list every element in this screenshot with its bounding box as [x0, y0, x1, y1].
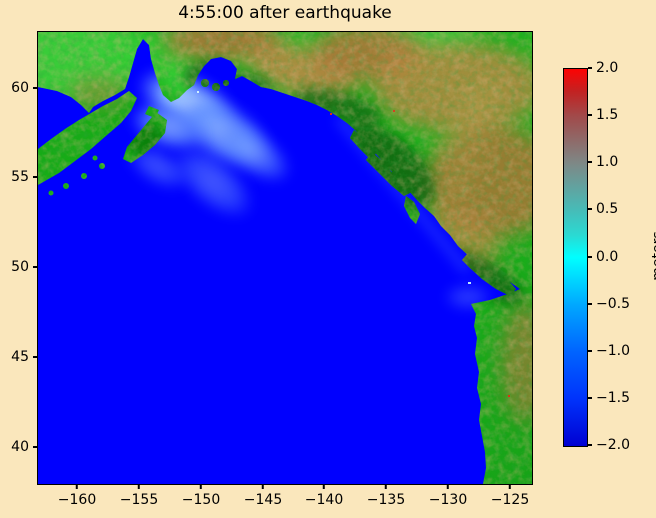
x-tick-mark [447, 485, 449, 489]
y-tick: 55 [11, 169, 37, 185]
colorbar-tick-mark [588, 397, 592, 399]
colorbar-axis: 2.0 1.5 1.0 0.5 0.0 −0.5 −1.0 −1.5 −2.0 [588, 60, 648, 453]
colorbar-tick-mark [588, 161, 592, 163]
colorbar-tick: −0.5 [588, 296, 630, 312]
y-tick-label: 55 [11, 169, 29, 185]
y-tick-mark [33, 87, 37, 89]
colorbar-tick-mark [588, 208, 592, 210]
colorbar-label: meters [650, 231, 656, 281]
x-tick: −145 [244, 485, 282, 508]
y-tick-mark [33, 176, 37, 178]
y-tick-label: 40 [11, 439, 29, 455]
colorbar-tick-mark [588, 67, 592, 69]
y-tick: 40 [11, 439, 37, 455]
plot-title: 4:55:00 after earthquake [178, 3, 392, 23]
colorbar-tick: 1.0 [588, 154, 618, 170]
colorbar-tick-label: −0.5 [596, 296, 630, 312]
x-tick-mark [262, 485, 264, 489]
x-tick-label: −125 [490, 492, 530, 508]
colorbar-tick: 1.5 [588, 107, 618, 123]
x-tick: −130 [429, 485, 467, 508]
colorbar-tick-mark [588, 303, 592, 305]
y-axis: 60 55 50 45 40 [0, 31, 37, 485]
x-tick-label: −155 [119, 492, 159, 508]
colorbar-tick-label: −1.5 [596, 390, 630, 406]
x-tick-label: −150 [181, 492, 221, 508]
map-axes[interactable] [37, 31, 533, 485]
colorbar-tick-mark [588, 444, 592, 446]
colorbar-tick-label: −2.0 [596, 437, 630, 453]
y-tick-mark [33, 446, 37, 448]
colorbar-tick: −1.5 [588, 390, 630, 406]
colorbar-tick: 0.0 [588, 249, 618, 265]
map-canvas [38, 32, 532, 484]
colorbar-tick-label: 2.0 [596, 60, 619, 76]
x-tick-mark [138, 485, 140, 489]
colorbar [563, 68, 588, 447]
x-tick-label: −145 [243, 492, 283, 508]
colorbar-tick: 2.0 [588, 60, 618, 76]
x-tick-label: −160 [57, 492, 97, 508]
y-tick-label: 45 [11, 349, 29, 365]
colorbar-tick: −1.0 [588, 343, 630, 359]
colorbar-tick-mark [588, 256, 592, 258]
colorbar-tick-mark [588, 114, 592, 116]
colorbar-tick-mark [588, 350, 592, 352]
x-axis: −160 −155 −150 −145 −140 −135 −130 −125 [37, 485, 533, 515]
x-tick: −160 [58, 485, 96, 508]
x-tick-label: −130 [428, 492, 468, 508]
y-tick-label: 60 [11, 80, 29, 96]
x-tick: −155 [120, 485, 158, 508]
colorbar-tick-label: 0.5 [596, 201, 619, 217]
x-tick: −135 [367, 485, 405, 508]
x-tick-mark [323, 485, 325, 489]
colorbar-tick: 0.5 [588, 201, 618, 217]
x-tick: −150 [182, 485, 220, 508]
colorbar-tick-label: 0.0 [596, 249, 619, 265]
x-tick: −140 [305, 485, 343, 508]
x-tick-mark [385, 485, 387, 489]
y-tick: 50 [11, 259, 37, 275]
x-tick-label: −140 [304, 492, 344, 508]
x-tick-mark [200, 485, 202, 489]
x-tick-mark [76, 485, 78, 489]
x-tick: −125 [491, 485, 529, 508]
colorbar-tick-label: 1.5 [596, 107, 619, 123]
x-tick-label: −135 [366, 492, 406, 508]
y-tick-mark [33, 266, 37, 268]
colorbar-tick-label: 1.0 [596, 154, 619, 170]
colorbar-tick-label: −1.0 [596, 343, 630, 359]
y-tick: 60 [11, 80, 37, 96]
y-tick-label: 50 [11, 259, 29, 275]
x-tick-mark [509, 485, 511, 489]
y-tick: 45 [11, 349, 37, 365]
colorbar-tick: −2.0 [588, 437, 630, 453]
y-tick-mark [33, 356, 37, 358]
coastal-wave-extreme-specks [197, 91, 510, 397]
